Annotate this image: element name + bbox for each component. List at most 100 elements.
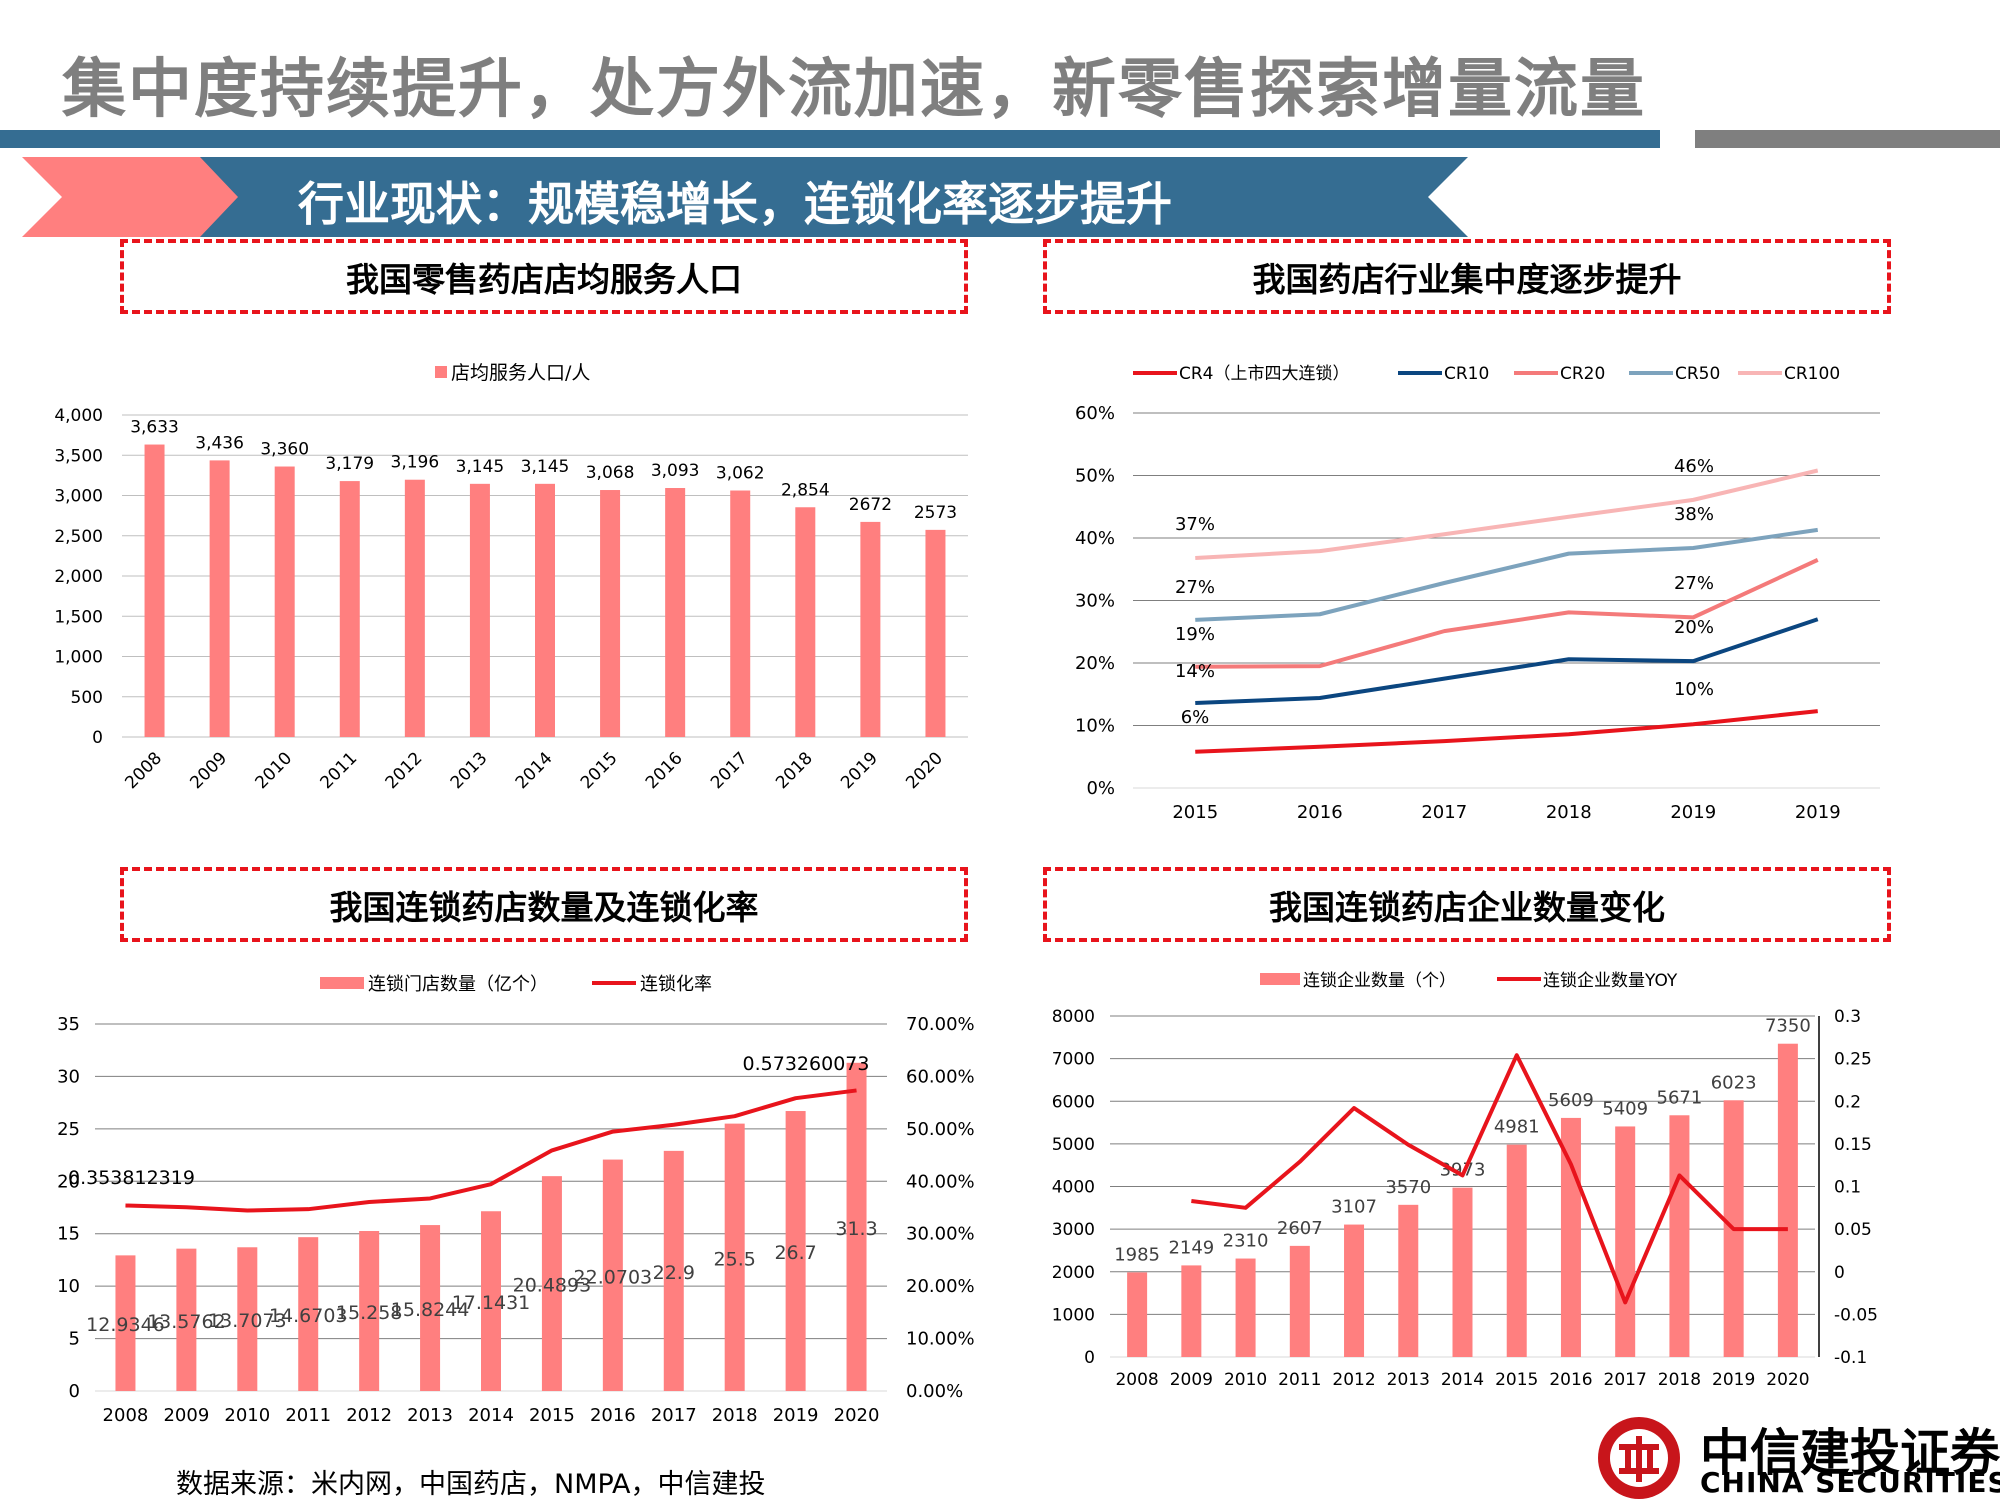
y2-tick-label: 50.00%	[906, 1119, 975, 1140]
legend-label: CR20	[1560, 364, 1605, 384]
data-label: 38%	[1674, 504, 1714, 525]
series-line	[1191, 1053, 1788, 1305]
x-tick-label: 2010	[224, 1405, 270, 1426]
bar	[665, 488, 686, 737]
data-source-note: 数据来源：米内网，中国药店，NMPA，中信建投	[176, 1469, 766, 1500]
y-tick-label: 8000	[1052, 1007, 1095, 1027]
data-label: 3,145	[521, 457, 570, 477]
x-tick-label: 2018	[1658, 1370, 1701, 1390]
series-line	[1195, 709, 1818, 754]
bar	[115, 1255, 136, 1391]
data-label: 2672	[849, 495, 892, 515]
y-tick-label: 1000	[1052, 1305, 1095, 1325]
bar	[1398, 1204, 1419, 1357]
bar	[481, 1211, 501, 1391]
panel-title-1: 我国零售药店店均服务人口	[346, 259, 742, 299]
series-line	[1195, 617, 1819, 705]
y2-tick-label: 0.3	[1834, 1007, 1861, 1027]
x-tick-label: 2008	[1115, 1370, 1158, 1390]
y-tick-label: 5	[69, 1329, 80, 1350]
title-divider-blue	[0, 130, 1660, 148]
y-tick-label: 30	[57, 1066, 80, 1087]
legend-label: 连锁门店数量（亿个）	[368, 974, 548, 995]
bar	[1615, 1126, 1636, 1357]
bar	[209, 460, 230, 737]
y-tick-label: 10%	[1075, 716, 1115, 737]
y-tick-label: 20%	[1075, 653, 1115, 674]
bar	[724, 1123, 745, 1391]
legend-label: 连锁企业数量YOY	[1543, 971, 1678, 991]
legend-swatch	[435, 366, 447, 378]
data-label: 3,360	[260, 440, 309, 460]
y2-tick-label: 0.25	[1834, 1050, 1872, 1070]
x-tick-label: 2016	[590, 1405, 636, 1426]
bar	[404, 479, 425, 737]
bar	[1506, 1144, 1527, 1357]
panel-title-2: 我国药店行业集中度逐步提升	[1252, 259, 1682, 299]
x-tick-label: 2013	[407, 1405, 453, 1426]
x-tick-label: 2012	[1332, 1370, 1375, 1390]
y-tick-label: 2,000	[54, 567, 103, 587]
x-tick-label: 2008	[103, 1405, 149, 1426]
y-tick-label: 6000	[1052, 1092, 1095, 1112]
x-tick-label: 2015	[1172, 802, 1218, 823]
bar-data-label: 26.7	[774, 1242, 816, 1264]
y2-tick-label: 0.2	[1834, 1092, 1861, 1112]
bar	[420, 1225, 441, 1391]
y-tick-label: 4000	[1052, 1178, 1095, 1198]
citic-logo-icon	[1598, 1417, 1680, 1499]
legend-swatch	[320, 977, 364, 989]
bar	[237, 1247, 258, 1391]
bar	[1289, 1245, 1310, 1357]
y-tick-label: 60%	[1075, 403, 1115, 424]
y-tick-label: 4,000	[54, 406, 103, 426]
y2-tick-label: 10.00%	[906, 1329, 975, 1350]
y-tick-label: 0	[69, 1381, 80, 1402]
y2-tick-label: 20.00%	[906, 1276, 975, 1297]
data-label: 10%	[1674, 679, 1714, 700]
x-tick-label: 2017	[1604, 1370, 1647, 1390]
bar	[1777, 1043, 1798, 1357]
data-label: 3,145	[456, 457, 505, 477]
data-label: 3,068	[586, 463, 635, 483]
bar-data-label: 7350	[1765, 1016, 1811, 1037]
y-tick-label: 3,000	[54, 487, 103, 507]
y2-tick-label: -0.1	[1834, 1348, 1867, 1368]
bar-data-label: 13.7073	[208, 1310, 287, 1332]
y-tick-label: 0	[1084, 1348, 1095, 1368]
bar-data-label: 5671	[1657, 1087, 1703, 1108]
series-line	[1195, 468, 1819, 560]
bar	[730, 490, 751, 737]
y-tick-label: 500	[71, 688, 103, 708]
y2-tick-label: 30.00%	[906, 1224, 975, 1245]
x-tick-label: 2019	[1795, 802, 1841, 823]
x-tick-label: 2020	[834, 1405, 880, 1426]
banner-arrow-pink	[22, 157, 245, 237]
bar-data-label: 5609	[1548, 1090, 1594, 1111]
bar	[535, 483, 555, 737]
bar	[298, 1237, 319, 1391]
panel-title-box-3: 我国连锁药店数量及连锁化率	[120, 867, 968, 942]
data-label: 14%	[1175, 661, 1215, 682]
y2-tick-label: 60.00%	[906, 1066, 975, 1087]
data-label: 6%	[1181, 707, 1210, 728]
company-logo-english: CHINA SECURITIES	[1700, 1466, 2000, 1499]
bar-data-label: 1985	[1114, 1244, 1160, 1265]
bar	[600, 490, 621, 737]
data-label: 3,093	[651, 461, 700, 481]
line-data-label: 0.573260073	[743, 1053, 870, 1075]
y2-tick-label: 0.00%	[906, 1381, 963, 1402]
bar	[846, 1062, 867, 1391]
y-tick-label: 2000	[1052, 1263, 1095, 1283]
x-tick-label: 2018	[1546, 802, 1592, 823]
y-tick-label: 25	[57, 1119, 80, 1140]
bar-data-label: 6023	[1711, 1072, 1757, 1093]
bar-data-label: 5409	[1602, 1098, 1648, 1119]
bar-data-label: 2607	[1277, 1218, 1323, 1239]
bar	[925, 529, 946, 737]
line-data-label: 0.353812319	[68, 1167, 195, 1189]
data-label: 27%	[1674, 573, 1714, 594]
y-tick-label: 0	[92, 728, 103, 748]
